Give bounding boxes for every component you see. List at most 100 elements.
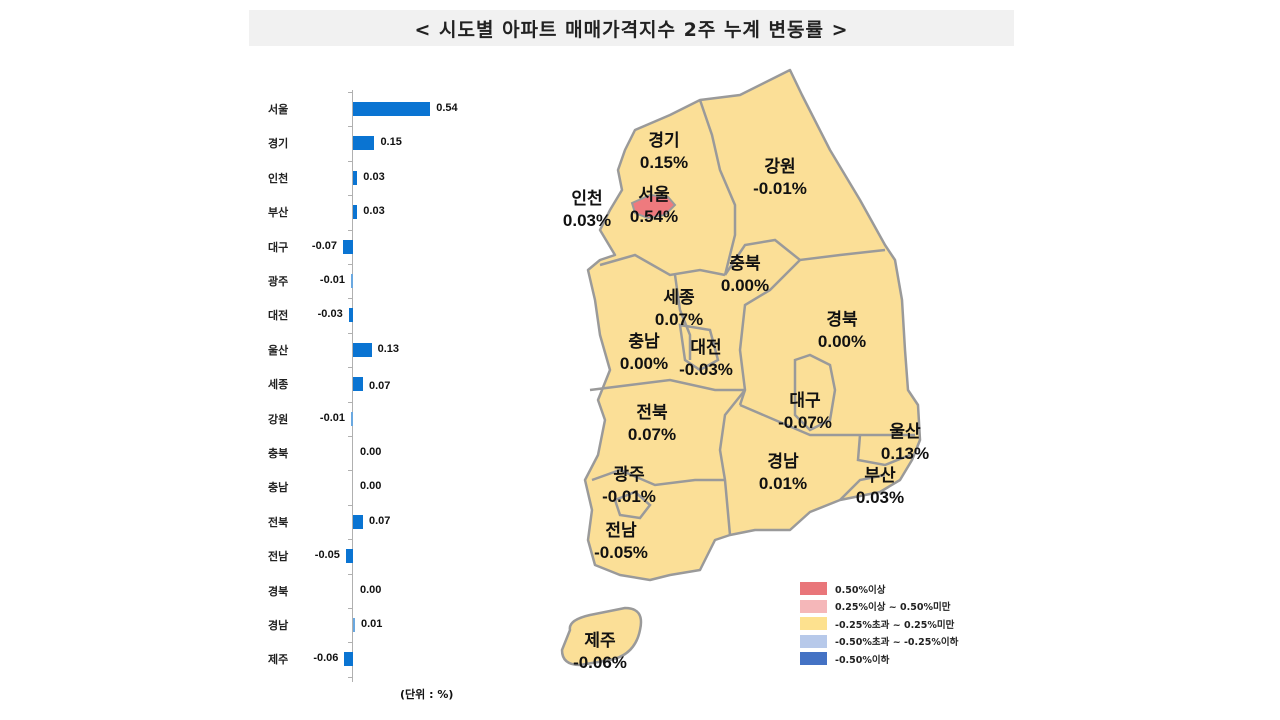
region-name: 광주 [613,465,645,484]
legend-item: -0.25%초과 ~ 0.25%미만 [800,615,958,633]
region-value: 0.07% [627,425,677,444]
category-label: 전남 [268,550,289,564]
axis-tick [348,229,353,231]
bar [353,514,363,529]
title-bar: < 시도별 아파트 매매가격지수 2주 누계 변동률 > [249,10,1014,46]
region-name: 전북 [636,403,668,422]
axis-tick [348,539,353,541]
region-label: 울산 0.13% [881,421,929,465]
region-label: 경남 0.01% [759,451,807,495]
bar [353,102,431,116]
region-name: 강원 [764,157,796,176]
value-label: 0.00 [360,480,382,493]
axis-tick [348,642,353,644]
category-label: 충북 [268,447,289,460]
bar-row: 광주 -0.01 [255,271,485,291]
bar-row: 충남 0.00 [255,477,485,497]
category-label: 제주 [268,653,289,667]
axis-tick [348,401,353,403]
axis-tick [348,92,353,93]
axis-tick [348,608,353,609]
value-label: 0.00 [360,583,382,596]
category-label: 서울 [268,103,289,116]
bar-row: 전북 0.07 [255,512,485,532]
region-value: -0.05% [594,543,648,562]
bar-row: 경기 0.15 [255,133,485,153]
value-label: -0.06 [313,652,339,665]
region-label: 전남 -0.05% [594,520,648,564]
region-name: 경북 [826,310,858,329]
bar-row: 충북 0.00 [255,443,485,463]
legend-item: -0.50%초과 ~ -0.25%이하 [800,633,958,651]
bar [353,377,363,392]
region-name: 울산 [889,422,921,441]
region-name: 인천 [571,189,603,208]
region-value: -0.06% [573,653,627,672]
axis-tick [348,195,353,197]
category-label: 대전 [268,309,289,323]
category-label: 대구 [268,240,289,254]
axis-tick [348,573,353,575]
bar-row: 경남 0.01 [255,615,485,635]
region-label: 강원 -0.01% [753,156,807,200]
bar [353,136,375,151]
axis-tick [348,332,353,334]
region-value: 0.00% [720,276,770,295]
region-name: 부산 [864,466,896,485]
bar-row: 경북 0.00 [255,581,485,601]
region-label: 경북 0.00% [818,309,866,353]
category-label: 경기 [268,137,289,151]
value-label: 0.13 [377,342,399,355]
region-label: 인천 0.03% [563,188,611,232]
bar-row: 제주 -0.06 [255,649,485,669]
value-label: 0.54 [436,102,458,114]
value-label: 0.00 [360,446,382,458]
value-label: -0.01 [319,274,345,286]
region-value: 0.07% [654,310,704,329]
category-label: 강원 [268,412,289,426]
axis-tick [348,298,353,300]
region-name: 서울 [638,185,670,204]
bar-row: 강원 -0.01 [255,409,485,429]
axis-tick [348,126,353,128]
map-shape [560,68,922,667]
bar [344,652,353,667]
region-value: 0.03% [562,211,612,230]
category-label: 부산 [268,206,289,220]
value-label: -0.01 [319,411,345,424]
axis-tick [348,436,353,437]
region-value: 0.54% [629,207,679,226]
category-label: 울산 [268,343,289,357]
region-value: -0.01% [753,179,807,198]
legend-label: -0.25%초과 ~ 0.25%미만 [835,619,955,631]
value-label: 0.07 [369,380,391,393]
category-label: 경남 [268,619,289,632]
legend-swatch [800,634,827,648]
bar [345,549,353,564]
legend-swatch [800,582,827,596]
region-label: 대구 -0.07% [778,390,832,434]
axis-tick [348,264,353,265]
category-label: 충남 [268,481,289,495]
region-value: 0.15% [639,153,689,172]
axis-tick [348,160,353,162]
bar [351,274,353,288]
axis-tick [348,504,353,506]
unit-label: (단위 : %) [400,688,454,701]
region-name: 경기 [648,131,680,150]
value-label: -0.03 [317,308,343,321]
region-label: 충남 0.00% [620,331,668,375]
region-value: 0.00% [817,332,867,351]
category-label: 인천 [268,171,289,185]
bar [351,411,353,426]
bar-row: 인천 0.03 [255,168,485,188]
bar-row: 부산 0.03 [255,202,485,222]
legend-item: 0.50%이상 [800,580,958,598]
value-label: 0.03 [363,170,385,183]
region-value: 0.01% [758,474,808,493]
value-label: -0.07 [311,239,337,252]
bar [353,170,358,185]
bar-row: 전남 -0.05 [255,546,485,566]
region-value: 0.03% [855,488,905,507]
bar-row: 대전 -0.03 [255,305,485,325]
